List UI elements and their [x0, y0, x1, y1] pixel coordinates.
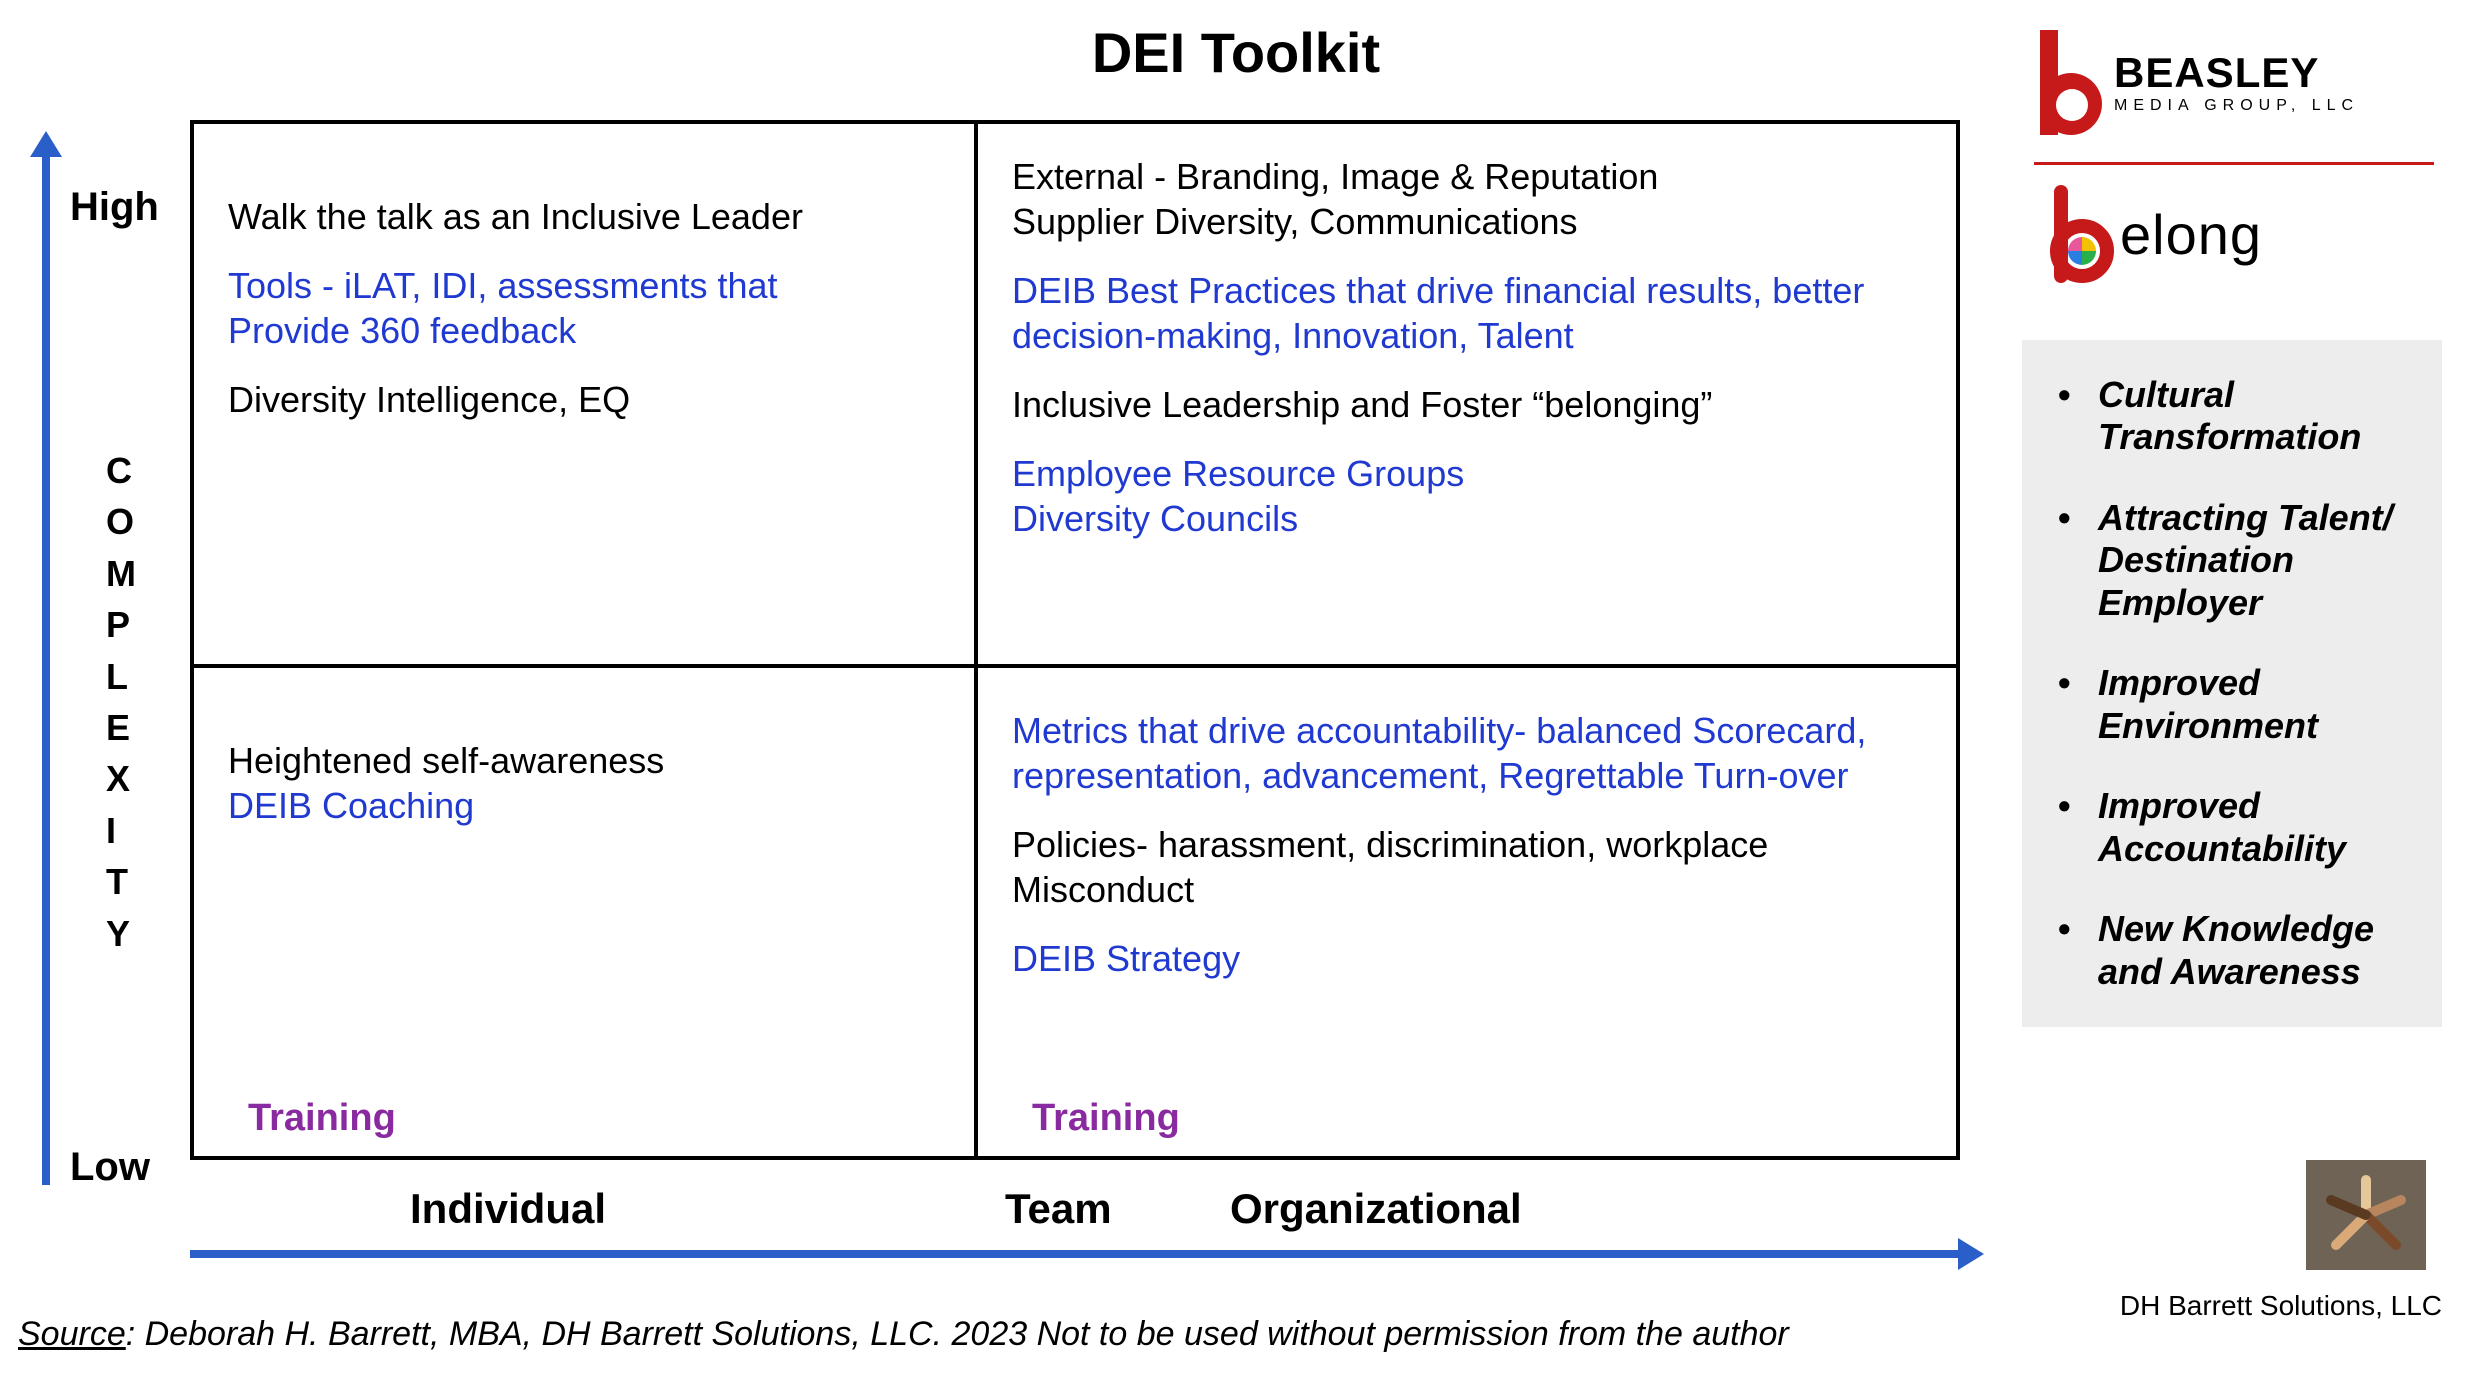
belong-b-icon	[2050, 185, 2114, 283]
cell-bottom-left: Heightened self-awareness DEIB Coaching …	[194, 668, 974, 1160]
y-axis-low-label: Low	[70, 1145, 150, 1190]
beasley-logo: BEASLEY MEDIA GROUP, LLC	[2034, 30, 2434, 135]
hands-icon	[2316, 1170, 2416, 1260]
y-axis-char: T	[106, 861, 138, 902]
tr-line1: External - Branding, Image & Reputation …	[1012, 154, 1926, 244]
cell-top-left: Walk the talk as an Inclusive Leader Too…	[194, 124, 974, 664]
outcomes-list: Cultural Transformation Attracting Talen…	[2058, 374, 2416, 993]
page-title: DEI Toolkit	[1092, 20, 1380, 85]
outcome-item: Attracting Talent/ Destination Employer	[2058, 497, 2416, 624]
y-axis-char: C	[106, 450, 138, 491]
beasley-b-icon	[2034, 30, 2104, 135]
beasley-text: BEASLEY MEDIA GROUP, LLC	[2114, 52, 2359, 114]
x-axis-org: Organizational	[1230, 1185, 1522, 1233]
br-line3: DEIB Strategy	[1012, 936, 1926, 981]
outcomes-box: Cultural Transformation Attracting Talen…	[2022, 340, 2442, 1027]
tl-line1: Walk the talk as an Inclusive Leader	[228, 194, 940, 239]
source-line: Source: Deborah H. Barrett, MBA, DH Barr…	[18, 1315, 1789, 1354]
y-axis-char: Y	[106, 913, 138, 954]
y-axis-high-label: High	[70, 185, 159, 230]
x-axis-arrow	[190, 1250, 1960, 1258]
tl-line2: Tools - iLAT, IDI, assessments that Prov…	[228, 263, 940, 353]
bl-training: Training	[248, 1097, 396, 1140]
br-line1: Metrics that drive accountability- balan…	[1012, 708, 1926, 798]
cell-bottom-right: Metrics that drive accountability- balan…	[978, 668, 1960, 1160]
bl-line2: DEIB Coaching	[228, 783, 940, 828]
br-line2: Policies- harassment, discrimination, wo…	[1012, 822, 1926, 912]
tl-line3: Diversity Intelligence, EQ	[228, 377, 940, 422]
y-axis-char: P	[106, 604, 138, 645]
dhb-logo	[2306, 1160, 2426, 1270]
y-axis-arrow	[42, 155, 50, 1185]
x-axis-individual: Individual	[410, 1185, 606, 1233]
y-axis-char: I	[106, 810, 138, 851]
beasley-sub: MEDIA GROUP, LLC	[2114, 98, 2359, 114]
tr-line4: Employee Resource Groups Diversity Counc…	[1012, 451, 1926, 541]
source-text: : Deborah H. Barrett, MBA, DH Barrett So…	[126, 1315, 1789, 1353]
matrix-grid: Walk the talk as an Inclusive Leader Too…	[190, 120, 1960, 1160]
bl-line1: Heightened self-awareness	[228, 738, 940, 783]
beasley-main: BEASLEY	[2114, 52, 2359, 94]
source-label: Source	[18, 1315, 126, 1353]
y-axis-char: O	[106, 501, 138, 542]
y-axis-char: M	[106, 553, 138, 594]
y-axis-char: X	[106, 758, 138, 799]
y-axis-char: L	[106, 656, 138, 697]
outcome-item: Cultural Transformation	[2058, 374, 2416, 459]
x-axis-team: Team	[1005, 1185, 1112, 1233]
belong-logo: elong	[2050, 185, 2430, 283]
br-training: Training	[1032, 1097, 1180, 1140]
y-axis-char: E	[106, 707, 138, 748]
outcome-item: Improved Accountability	[2058, 785, 2416, 870]
belong-text: elong	[2120, 202, 2262, 267]
logo-divider	[2034, 162, 2434, 165]
tr-line3: Inclusive Leadership and Foster “belongi…	[1012, 382, 1926, 427]
outcome-item: Improved Environment	[2058, 662, 2416, 747]
cell-top-right: External - Branding, Image & Reputation …	[978, 124, 1960, 664]
outcome-item: New Knowledge and Awareness	[2058, 908, 2416, 993]
y-axis-label: C O M P L E X I T Y	[106, 450, 138, 954]
tr-line2: DEIB Best Practices that drive financial…	[1012, 268, 1926, 358]
dhb-caption: DH Barrett Solutions, LLC	[2120, 1290, 2442, 1322]
